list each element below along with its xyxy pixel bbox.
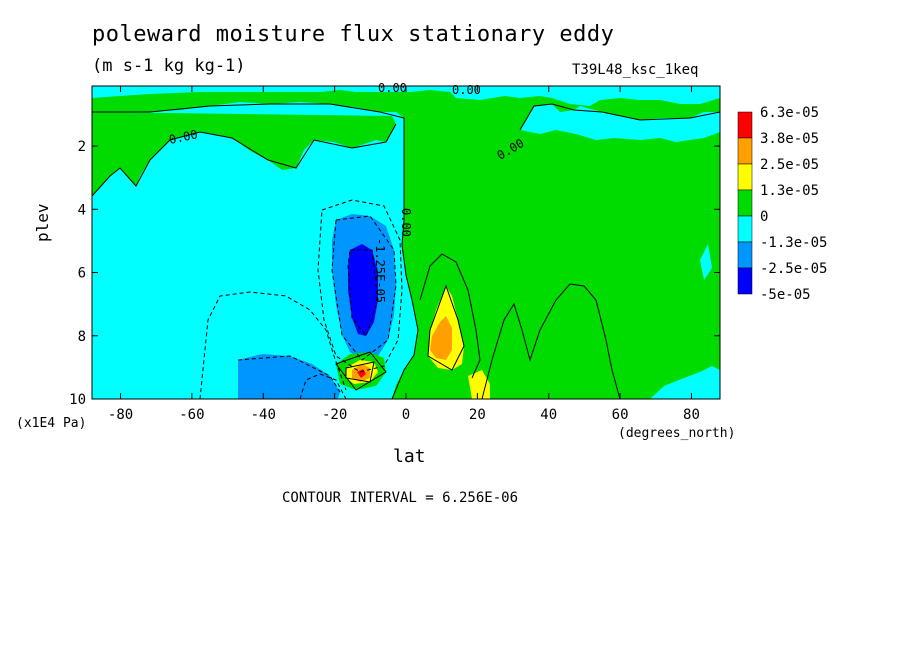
region-positive-orange	[430, 316, 452, 360]
legend-label: 2.5e-05	[760, 157, 819, 173]
legend-swatch	[737, 137, 753, 165]
contour-interval-label: CONTOUR INTERVAL = 6.256E-06	[282, 490, 519, 506]
x-tick-label: -60	[179, 407, 204, 423]
region-negative-south	[92, 102, 418, 399]
contour-label-4: 0.00	[399, 208, 413, 237]
run-id-label: T39L48_ksc_1keq	[572, 62, 699, 78]
x-tick-label: -20	[322, 407, 347, 423]
contour-lines-negative	[199, 199, 403, 399]
contour-label-0: 0.00	[168, 127, 199, 147]
color-legend: 6.3e-05 3.8e-05 2.5e-05 1.3e-05 0 -1.3e-05 -2.…	[737, 105, 827, 303]
legend-swatch	[737, 189, 753, 217]
legend-label: 6.3e-05	[760, 105, 819, 121]
contour-fill	[92, 86, 720, 399]
x-tick-label: 40	[540, 407, 557, 423]
y-tick-label: 8	[78, 329, 86, 345]
y-tick-label: 2	[78, 139, 86, 155]
y-tick-label: 10	[69, 392, 86, 408]
x-axis-label: lat	[393, 446, 426, 467]
region-negative-mid-lower	[238, 354, 340, 399]
region-negative-upper-right	[520, 104, 720, 142]
y-tick-label: 6	[78, 266, 86, 282]
legend-label: 3.8e-05	[760, 131, 819, 147]
y-axis-label: plev	[33, 203, 52, 242]
y-axis-units: (x1E4 Pa)	[16, 416, 87, 431]
x-tick-label: -40	[251, 407, 276, 423]
legend-label: 1.3e-05	[760, 183, 819, 199]
region-negative-patch-right	[700, 244, 712, 280]
x-axis-units: (degrees_north)	[618, 426, 736, 441]
legend-label: -5e-05	[760, 287, 811, 303]
legend-label: -1.3e-05	[760, 235, 827, 251]
region-negative-lower-right	[650, 366, 720, 399]
legend-swatch	[737, 215, 753, 243]
region-negative-top	[92, 86, 720, 106]
legend-swatch	[737, 163, 753, 191]
legend-label: -2.5e-05	[760, 261, 827, 277]
contour-lines	[92, 103, 720, 399]
region-positive-yellow-lower	[468, 370, 490, 399]
legend-label: 0	[760, 209, 768, 225]
x-tick-label: 60	[612, 407, 629, 423]
chart-title: poleward moisture flux stationary eddy	[92, 22, 615, 47]
x-axis-ticks: -80 -60 -40 -20 0 20 40 60 80	[108, 86, 700, 423]
contour-label-3: 0.00	[452, 83, 481, 97]
chart-units: (m s-1 kg kg-1)	[92, 56, 246, 76]
contour-label-2: 0.00	[378, 81, 407, 95]
region-negative-core	[348, 244, 378, 336]
legend-swatch	[737, 267, 753, 295]
x-tick-label: 80	[683, 407, 700, 423]
y-axis-ticks: 2 4 6 8 10	[69, 139, 720, 408]
legend-swatch	[737, 111, 753, 139]
legend-swatch	[737, 241, 753, 269]
x-tick-label: -80	[108, 407, 133, 423]
x-tick-label: 20	[469, 407, 486, 423]
contour-label-5: -1.25E-05	[373, 238, 387, 303]
x-tick-label: 0	[402, 407, 410, 423]
y-tick-label: 4	[78, 202, 86, 218]
